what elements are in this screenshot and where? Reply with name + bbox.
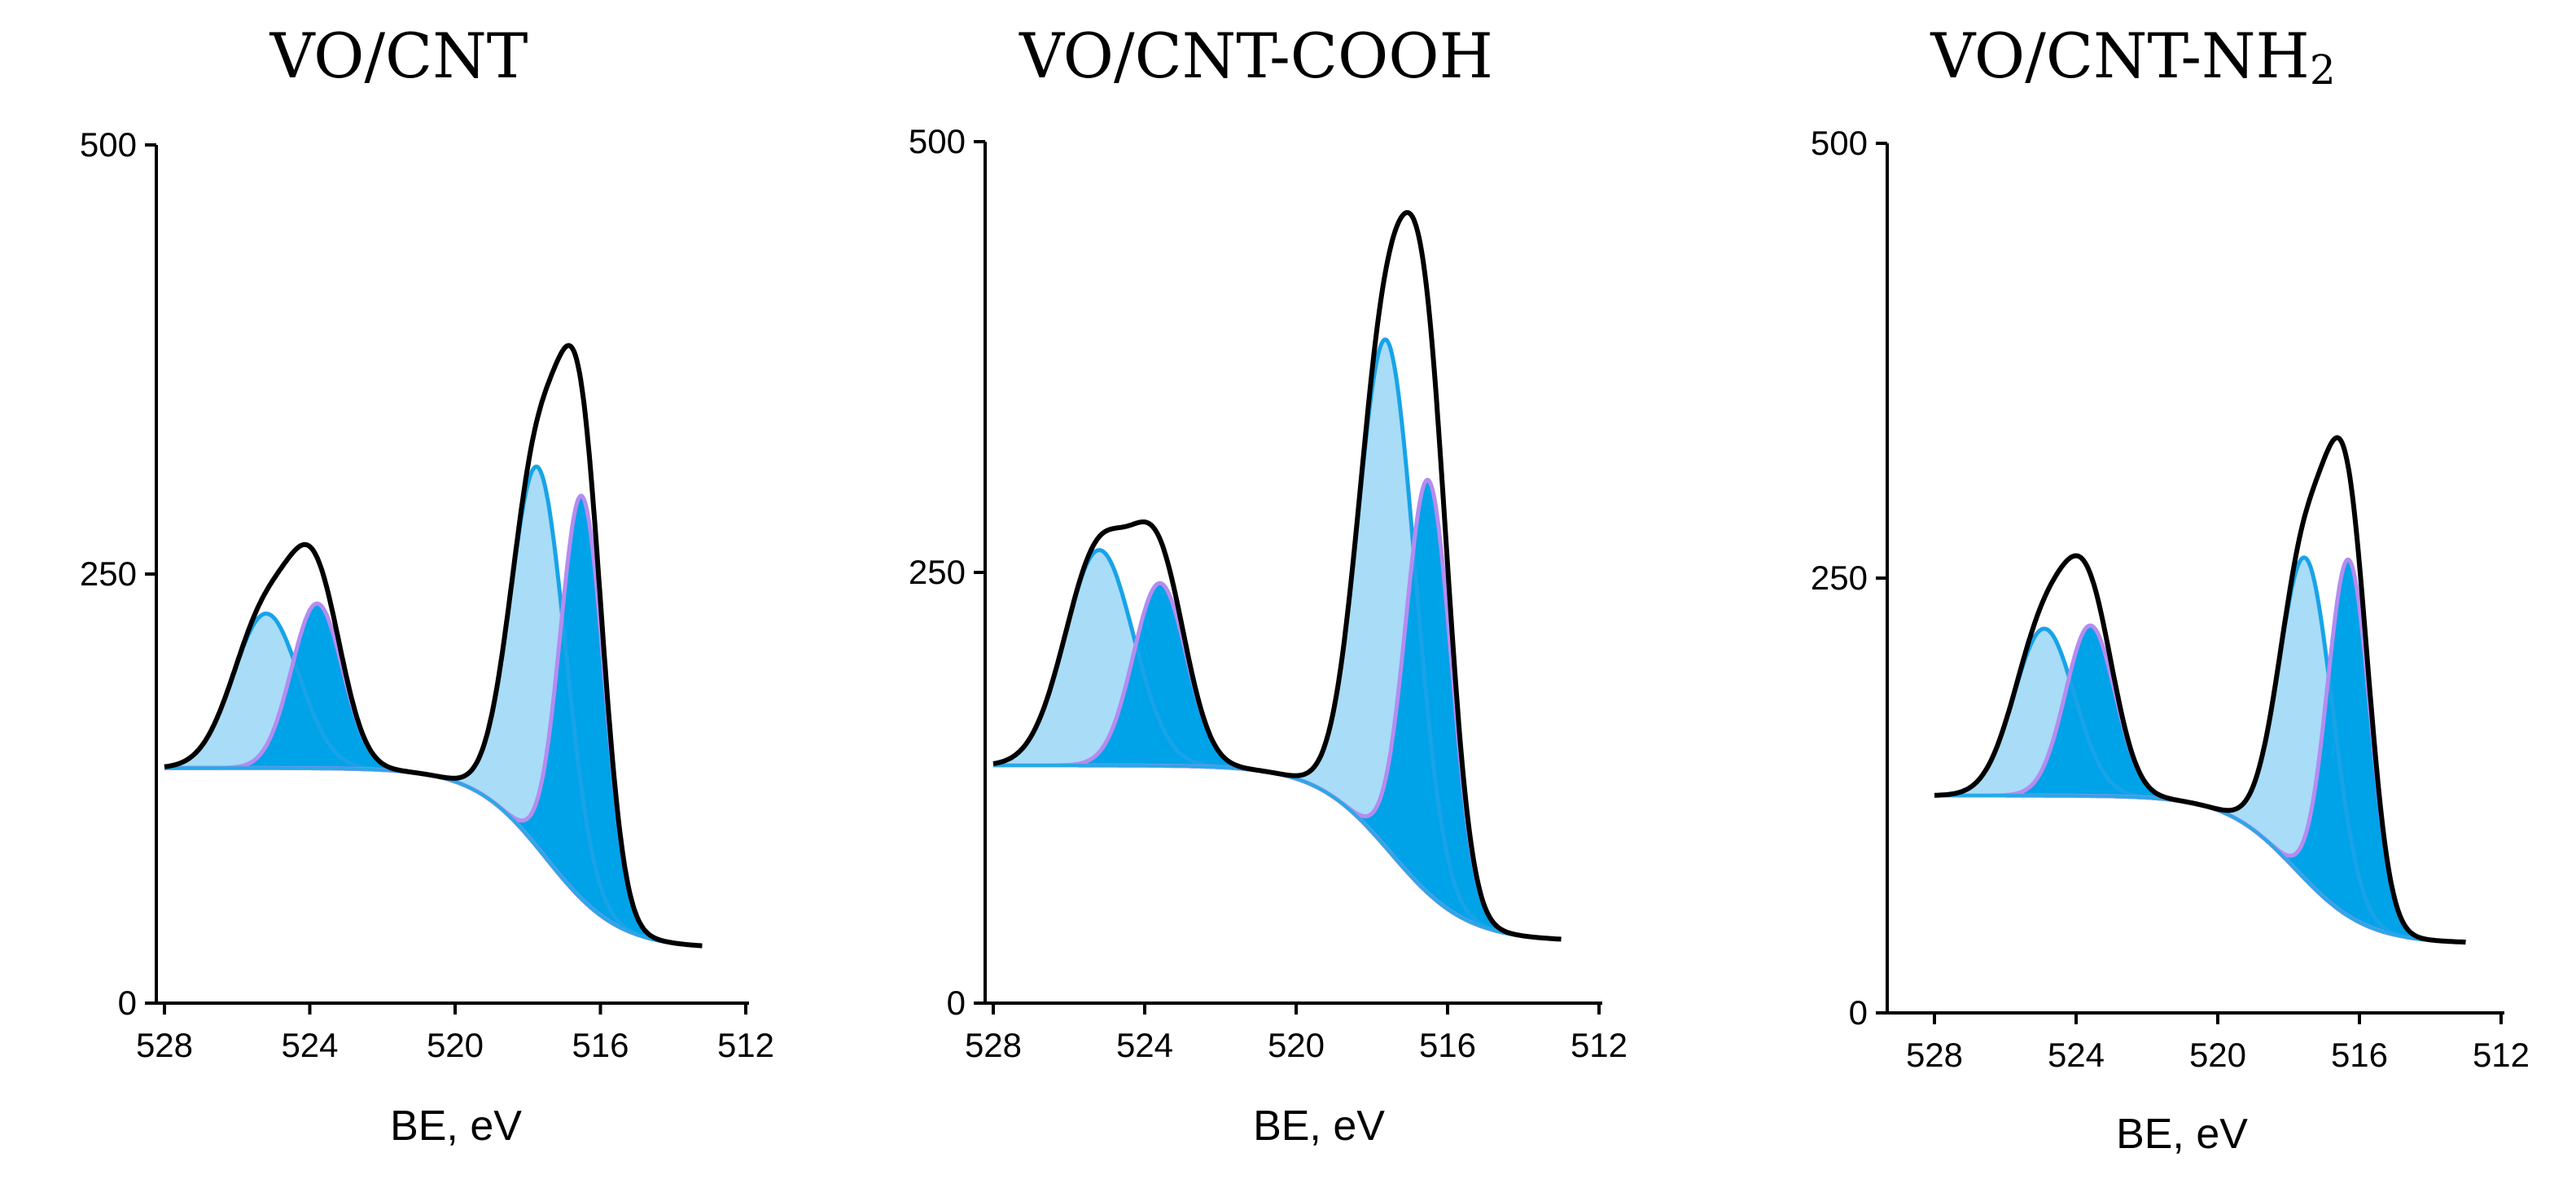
plot-area: 0 250 500 528 524 520 516 512: [909, 122, 1628, 1064]
panel-title: VO/CNT-NH2: [1930, 20, 2335, 94]
x-tick-label: 520: [2189, 1036, 2246, 1074]
x-tick-label: 520: [1268, 1026, 1325, 1064]
y-tick-label: 250: [80, 554, 137, 593]
plot-area: 0 250 500 528 524 520 516 512: [80, 125, 774, 1064]
panel-title-subscript: 2: [2310, 46, 2336, 94]
component-fill-b: [993, 583, 1562, 940]
panel-vo-cnt-cooh: VO/CNT-COOH 0 250 500 528 524 520 516 512 BE, e…: [909, 20, 1628, 1150]
plot-area: 0 250 500 528 524 520 516 512: [1811, 124, 2530, 1074]
component-fill-b: [164, 496, 703, 946]
x-tick-label: 528: [1906, 1036, 1963, 1074]
x-axis-label: BE, eV: [390, 1102, 522, 1150]
component-fill-b: [164, 603, 703, 946]
panel-title: VO/CNT: [269, 20, 528, 92]
x-tick-label: 512: [2473, 1036, 2530, 1074]
x-tick-label: 524: [2048, 1036, 2105, 1074]
envelope-line: [1934, 435, 2466, 945]
y-tick-label: 250: [1811, 559, 1868, 597]
x-axis-label: BE, eV: [2116, 1111, 2248, 1158]
component-fill-b: [1934, 559, 2466, 943]
panel-title: VO/CNT-COOH: [1019, 20, 1493, 92]
x-tick-label: 524: [1116, 1026, 1173, 1064]
x-axis-label: BE, eV: [1253, 1102, 1385, 1150]
y-tick-label: 0: [118, 984, 137, 1022]
y-tick-label: 0: [947, 984, 966, 1022]
y-tick-label: 500: [909, 122, 966, 160]
x-tick-label: 524: [281, 1026, 338, 1064]
y-tick-label: 250: [909, 553, 966, 591]
x-tick-label: 512: [1571, 1026, 1628, 1064]
component-fill-b: [1934, 625, 2466, 943]
x-tick-label: 516: [572, 1026, 629, 1064]
x-tick-label: 512: [717, 1026, 774, 1064]
x-tick-label: 516: [2331, 1036, 2388, 1074]
y-tick-label: 0: [1849, 993, 1868, 1032]
panel-vo-cnt: VO/CNT 0 250 500 528 524 520 516 512 BE, eV: [80, 20, 774, 1150]
panel-vo-cnt-nh2: VO/CNT-NH2 0 250 500 528 524 520 516 512 BE, eV: [1811, 20, 2530, 1158]
x-tick-label: 520: [427, 1026, 484, 1064]
envelope-line: [164, 343, 703, 949]
x-tick-label: 528: [965, 1026, 1022, 1064]
envelope-line: [992, 210, 1562, 942]
x-tick-label: 516: [1419, 1026, 1476, 1064]
y-tick-label: 500: [80, 125, 137, 164]
panel-title-main: VO/CNT-NH: [1930, 20, 2309, 92]
y-tick-label: 500: [1811, 124, 1868, 162]
x-tick-label: 528: [136, 1026, 193, 1064]
